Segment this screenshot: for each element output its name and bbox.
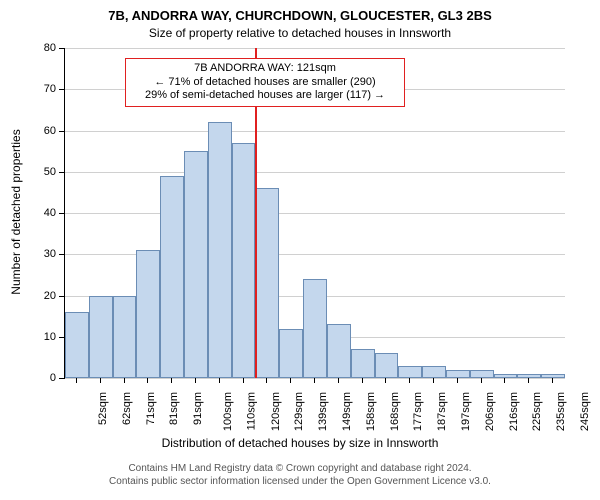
x-tick-label: 158sqm [365, 392, 377, 431]
footer-line-1: Contains HM Land Registry data © Crown c… [0, 462, 600, 475]
x-axis-label: Distribution of detached houses by size … [0, 436, 600, 450]
footer-line-2: Contains public sector information licen… [0, 475, 600, 488]
y-tick-label: 70 [26, 83, 56, 95]
x-tick-label: 216sqm [508, 392, 520, 431]
x-tick-mark [243, 378, 244, 383]
y-tick-label: 20 [26, 290, 56, 302]
x-tick-mark [433, 378, 434, 383]
x-tick-label: 81sqm [168, 392, 180, 425]
chart-subtitle: Size of property relative to detached ho… [0, 26, 600, 40]
histogram-bar [422, 366, 446, 378]
histogram-bar [279, 329, 303, 379]
histogram-bar [89, 296, 113, 379]
x-tick-mark [457, 378, 458, 383]
y-tick-mark [59, 254, 64, 255]
histogram-bar [470, 370, 494, 378]
grid-line [65, 213, 565, 214]
histogram-bar [255, 188, 279, 378]
y-tick-mark [59, 337, 64, 338]
y-tick-label: 50 [26, 166, 56, 178]
x-tick-mark [171, 378, 172, 383]
x-tick-label: 245sqm [579, 392, 591, 431]
y-tick-mark [59, 172, 64, 173]
x-tick-label: 187sqm [436, 392, 448, 431]
x-tick-mark [219, 378, 220, 383]
histogram-bar [303, 279, 327, 378]
histogram-bar [184, 151, 208, 378]
annotation-line-1: 7B ANDORRA WAY: 121sqm [132, 62, 398, 76]
x-tick-label: 52sqm [97, 392, 109, 425]
x-tick-label: 225sqm [532, 392, 544, 431]
x-tick-label: 149sqm [341, 392, 353, 431]
x-tick-mark [409, 378, 410, 383]
plot-area: 7B ANDORRA WAY: 121sqm ← 71% of detached… [64, 48, 565, 379]
chart-container: 7B, ANDORRA WAY, CHURCHDOWN, GLOUCESTER,… [0, 0, 600, 500]
x-tick-label: 168sqm [389, 392, 401, 431]
footer: Contains HM Land Registry data © Crown c… [0, 462, 600, 488]
histogram-bar [446, 370, 470, 378]
y-tick-mark [59, 131, 64, 132]
grid-line [65, 378, 565, 379]
x-tick-label: 91sqm [192, 392, 204, 425]
x-tick-mark [266, 378, 267, 383]
y-tick-mark [59, 296, 64, 297]
histogram-bar [351, 349, 375, 378]
x-tick-mark [385, 378, 386, 383]
x-tick-label: 235sqm [555, 392, 567, 431]
grid-line [65, 172, 565, 173]
x-tick-mark [504, 378, 505, 383]
x-tick-label: 206sqm [484, 392, 496, 431]
y-tick-label: 60 [26, 125, 56, 137]
histogram-bar [327, 324, 351, 378]
x-tick-mark [362, 378, 363, 383]
grid-line [65, 48, 565, 49]
y-tick-mark [59, 48, 64, 49]
x-tick-mark [552, 378, 553, 383]
x-tick-label: 197sqm [460, 392, 472, 431]
histogram-bar [398, 366, 422, 378]
y-tick-label: 30 [26, 248, 56, 260]
x-tick-label: 71sqm [145, 392, 157, 425]
x-tick-label: 120sqm [270, 392, 282, 431]
x-tick-mark [195, 378, 196, 383]
annotation-line-2: ← 71% of detached houses are smaller (29… [132, 76, 398, 90]
y-axis-label: Number of detached properties [9, 112, 23, 312]
x-tick-label: 110sqm [245, 392, 257, 430]
x-tick-label: 177sqm [413, 392, 425, 431]
grid-line [65, 131, 565, 132]
x-tick-mark [124, 378, 125, 383]
x-tick-mark [100, 378, 101, 383]
x-tick-mark [481, 378, 482, 383]
histogram-bar [65, 312, 89, 378]
annotation-box: 7B ANDORRA WAY: 121sqm ← 71% of detached… [125, 58, 405, 107]
x-tick-label: 62sqm [121, 392, 133, 425]
y-tick-label: 80 [26, 42, 56, 54]
y-tick-mark [59, 213, 64, 214]
histogram-bar [160, 176, 184, 378]
y-tick-label: 40 [26, 207, 56, 219]
x-tick-label: 100sqm [222, 392, 234, 431]
x-tick-mark [528, 378, 529, 383]
x-tick-mark [314, 378, 315, 383]
y-tick-mark [59, 378, 64, 379]
x-tick-mark [290, 378, 291, 383]
chart-title: 7B, ANDORRA WAY, CHURCHDOWN, GLOUCESTER,… [0, 8, 600, 23]
histogram-bar [375, 353, 399, 378]
y-tick-label: 0 [26, 372, 56, 384]
x-tick-mark [338, 378, 339, 383]
histogram-bar [208, 122, 232, 378]
x-tick-mark [147, 378, 148, 383]
x-tick-mark [76, 378, 77, 383]
y-tick-label: 10 [26, 331, 56, 343]
x-tick-label: 129sqm [294, 392, 306, 431]
histogram-bar [232, 143, 256, 378]
histogram-bar [113, 296, 137, 379]
y-tick-mark [59, 89, 64, 90]
histogram-bar [136, 250, 160, 378]
annotation-line-3: 29% of semi-detached houses are larger (… [132, 89, 398, 103]
x-tick-label: 139sqm [317, 392, 329, 431]
